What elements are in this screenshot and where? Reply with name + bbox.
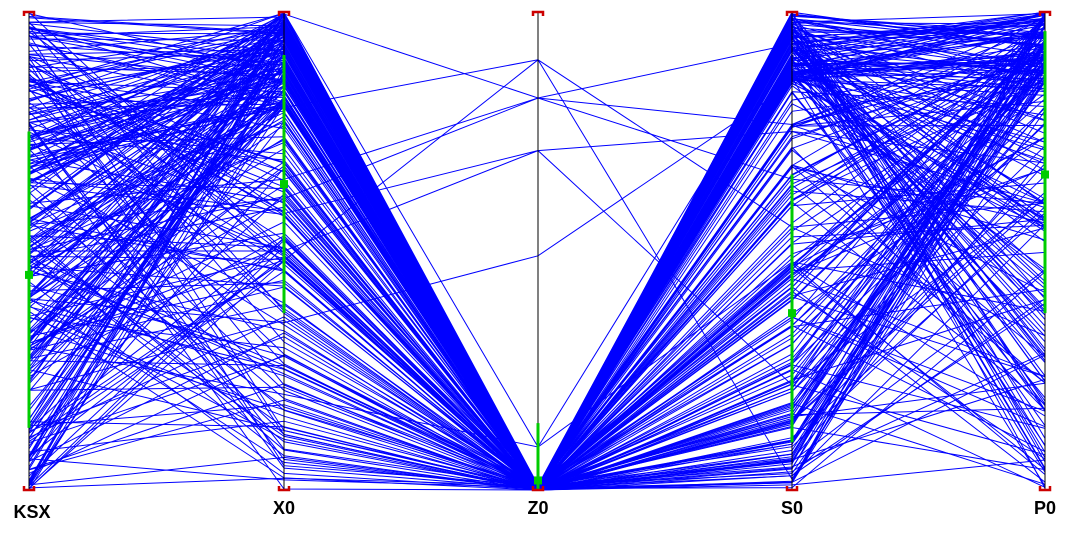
axis-bottom-cap-z0[interactable] xyxy=(531,486,545,492)
axis-top-cap-s0[interactable] xyxy=(785,10,799,16)
highlight-marker-ksx[interactable] xyxy=(25,270,33,279)
axes-layer xyxy=(22,10,1052,492)
axis-label-z0: Z0 xyxy=(527,498,548,518)
axis-bottom-cap-x0[interactable] xyxy=(277,486,291,492)
highlight-marker-x0[interactable] xyxy=(280,180,288,189)
axis-top-cap-ksx[interactable] xyxy=(22,10,36,16)
axis-bottom-cap-s0[interactable] xyxy=(785,486,799,492)
axis-label-p0: P0 xyxy=(1034,498,1056,518)
axis-top-cap-x0[interactable] xyxy=(277,10,291,16)
axis-label-x0: X0 xyxy=(273,498,295,518)
highlight-marker-s0[interactable] xyxy=(788,309,796,318)
axis-bottom-cap-p0[interactable] xyxy=(1038,486,1052,492)
axis-label-ksx: KSX xyxy=(13,502,50,522)
axis-top-cap-z0[interactable] xyxy=(531,10,545,16)
axis-top-cap-p0[interactable] xyxy=(1038,10,1052,16)
axis-bottom-cap-ksx[interactable] xyxy=(22,486,36,492)
polyline-layer xyxy=(28,11,1046,492)
highlight-marker-p0[interactable] xyxy=(1041,170,1049,179)
sample-polyline xyxy=(28,39,1046,491)
axis-label-s0: S0 xyxy=(781,498,803,518)
axis-labels-layer: KSX X0 Z0 S0 P0 xyxy=(13,498,1056,522)
highlight-marker-z0[interactable] xyxy=(534,476,542,485)
